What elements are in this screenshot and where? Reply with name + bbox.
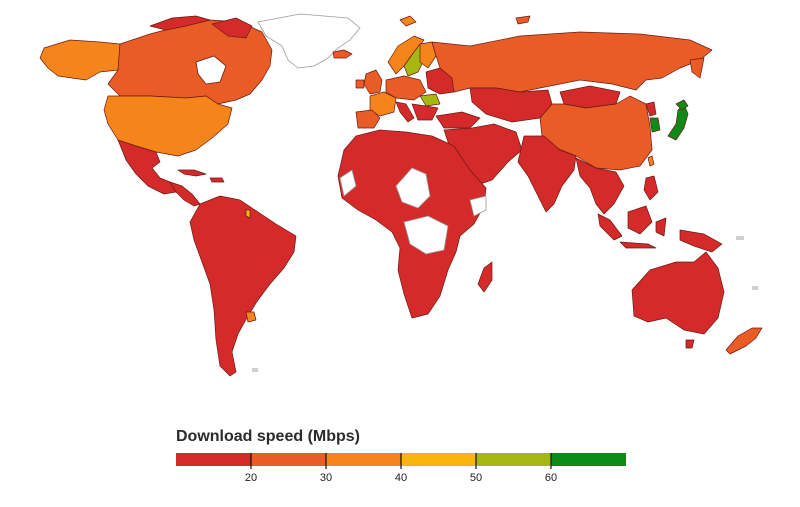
region-southeast-asia[interactable] — [575, 157, 625, 215]
region-turkey[interactable] — [435, 111, 481, 129]
region-philippines[interactable] — [643, 175, 659, 201]
region-uruguay[interactable] — [245, 311, 257, 323]
region-tasmania[interactable] — [685, 339, 695, 349]
region-hokkaido[interactable] — [675, 99, 689, 111]
region-finland[interactable] — [419, 41, 437, 69]
world-map — [39, 13, 763, 377]
region-madagascar[interactable] — [477, 261, 493, 293]
region-french-guiana[interactable] — [245, 209, 251, 219]
legend-bin-2 — [251, 453, 326, 466]
region-balkans[interactable] — [411, 103, 439, 121]
region-baffin-island[interactable] — [211, 17, 253, 39]
legend-bin-5 — [476, 453, 551, 466]
region-japan[interactable] — [667, 103, 689, 141]
region-kamchatka[interactable] — [689, 57, 705, 79]
region-italy[interactable] — [395, 101, 415, 123]
region-russia[interactable] — [431, 31, 713, 93]
region-hudson-bay — [195, 55, 227, 85]
legend-tick-label-50: 50 — [470, 472, 482, 484]
region-western-sahara — [339, 169, 357, 197]
region-india[interactable] — [517, 135, 577, 213]
region-australia[interactable] — [631, 251, 725, 335]
region-iceland[interactable] — [332, 49, 353, 59]
legend-bin-1 — [176, 453, 251, 466]
region-ireland[interactable] — [355, 79, 365, 89]
region-sumatra[interactable] — [597, 213, 623, 241]
region-north-korea[interactable] — [645, 101, 657, 117]
legend-bin-6 — [551, 453, 626, 466]
region-new-zealand[interactable] — [725, 327, 763, 355]
region-south-korea[interactable] — [649, 117, 661, 133]
legend-bin-3 — [326, 453, 401, 466]
region-hispaniola[interactable] — [209, 177, 225, 183]
region-cuba[interactable] — [177, 169, 207, 177]
legend-tick-label-40: 40 — [395, 472, 407, 484]
region-java[interactable] — [619, 241, 657, 249]
region-south-america[interactable] — [189, 195, 297, 377]
region-borneo[interactable] — [627, 205, 653, 235]
region-taiwan[interactable] — [647, 155, 655, 167]
region-united-states[interactable] — [103, 95, 233, 157]
legend-bin-4 — [401, 453, 476, 466]
region-arctic-islands[interactable] — [149, 15, 211, 31]
region-arctic-russia-island[interactable] — [515, 15, 531, 25]
region-svalbard[interactable] — [399, 15, 417, 27]
region-africa-no-data-sahel — [395, 167, 431, 209]
region-sulawesi[interactable] — [655, 217, 667, 237]
region-greenland[interactable] — [257, 13, 361, 69]
region-romania[interactable] — [419, 93, 441, 107]
region-iberia[interactable] — [355, 109, 381, 129]
legend-tick-label-60: 60 — [545, 472, 557, 484]
region-new-guinea[interactable] — [679, 229, 723, 253]
region-alaska[interactable] — [39, 39, 121, 81]
legend-tick-label-20: 20 — [245, 472, 257, 484]
legend-tick-label-30: 30 — [320, 472, 332, 484]
legend-title: Download speed (Mbps) — [176, 428, 360, 445]
region-central-america[interactable] — [169, 181, 201, 207]
region-africa-no-data-horn — [469, 195, 487, 217]
region-africa-no-data-central — [403, 215, 449, 255]
